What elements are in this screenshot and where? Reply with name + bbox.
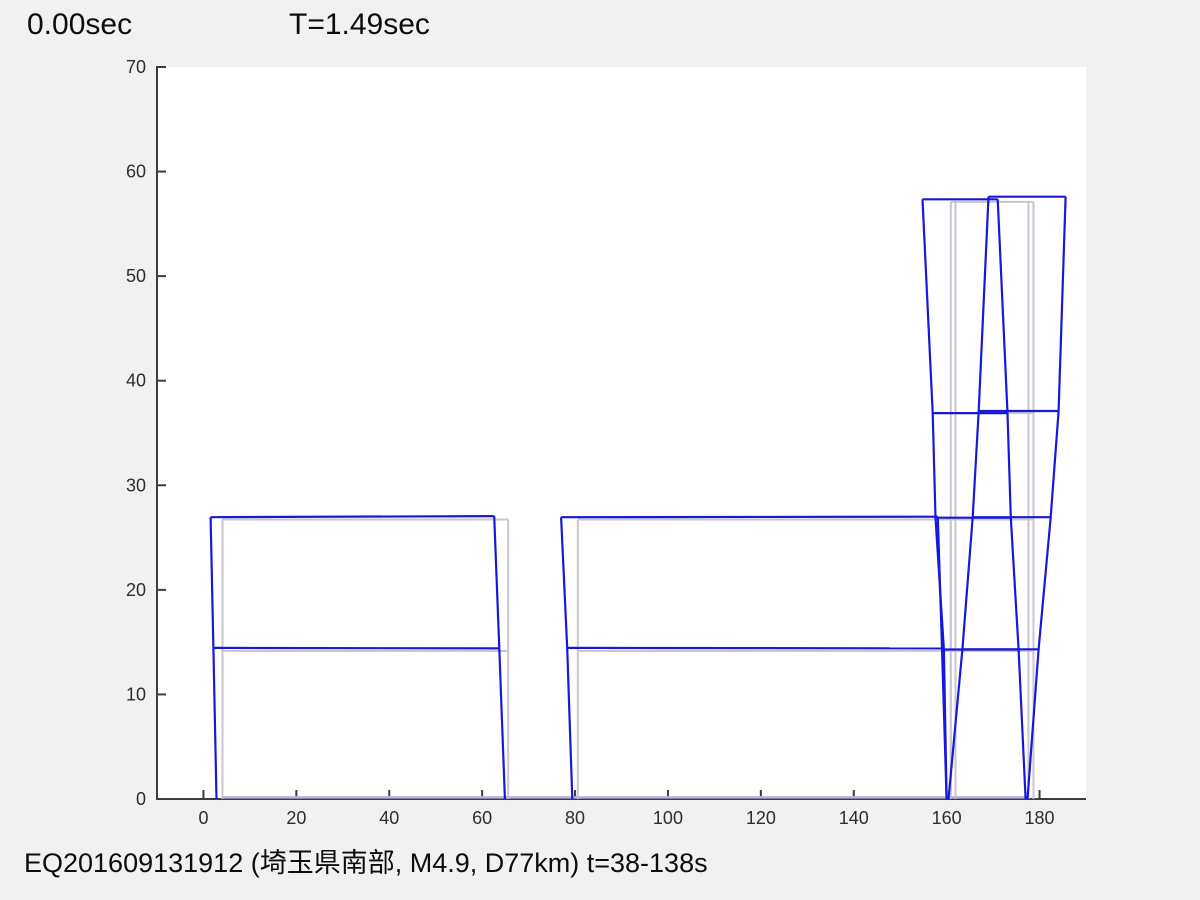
- x-tick-label: 40: [379, 808, 399, 828]
- x-tick-label: 0: [198, 808, 208, 828]
- x-tick-label: 80: [565, 808, 585, 828]
- y-tick-label: 10: [126, 684, 146, 704]
- earthquake-caption: EQ201609131912 (埼玉県南部, M4.9, D77km) t=38…: [24, 848, 708, 878]
- x-tick-label: 20: [286, 808, 306, 828]
- deformed-frame-1: [210, 514, 495, 519]
- y-tick-label: 60: [126, 162, 146, 182]
- y-tick-label: 50: [126, 266, 146, 286]
- period-label: T=1.49sec: [289, 8, 430, 41]
- x-tick-label: 140: [839, 808, 869, 828]
- x-tick-label: 180: [1025, 808, 1055, 828]
- y-tick-label: 70: [126, 57, 146, 77]
- y-tick-label: 40: [126, 371, 146, 391]
- x-tick-label: 120: [746, 808, 776, 828]
- y-tick-label: 30: [126, 475, 146, 495]
- x-tick-label: 60: [472, 808, 492, 828]
- plot-area: [157, 67, 1086, 799]
- y-tick-label: 0: [136, 789, 146, 809]
- deformed-frame-1: [213, 646, 500, 650]
- time-counter: 0.00sec: [27, 8, 133, 41]
- y-tick-label: 20: [126, 580, 146, 600]
- x-tick-label: 100: [653, 808, 683, 828]
- deformed-frame-2: [561, 515, 938, 519]
- x-tick-label: 160: [932, 808, 962, 828]
- deformed-frame-2: [567, 646, 943, 650]
